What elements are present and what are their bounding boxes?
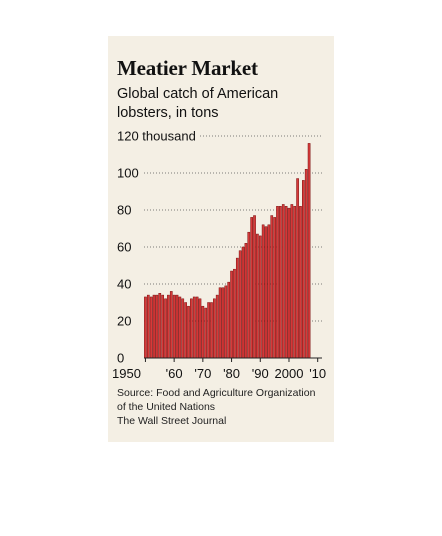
bar — [307, 143, 311, 359]
bar — [210, 302, 213, 359]
bar — [284, 206, 288, 359]
bar — [227, 281, 231, 359]
bar — [244, 243, 248, 359]
bar — [256, 233, 259, 359]
bar — [213, 298, 216, 359]
bar — [302, 180, 305, 359]
bar — [184, 302, 187, 359]
bar — [215, 294, 219, 359]
x-tick-label: '90 — [252, 366, 269, 381]
y-tick-label: 20 — [117, 314, 131, 329]
bar — [146, 294, 150, 359]
bar — [230, 270, 233, 359]
bar — [192, 296, 196, 359]
bar — [149, 296, 153, 359]
y-tick-label: 100 — [117, 166, 139, 181]
bar — [204, 307, 208, 359]
bar — [169, 291, 173, 359]
x-tick-label: '60 — [166, 366, 183, 381]
source-note: Source: Food and Agriculture Organizatio… — [117, 386, 332, 428]
bar — [250, 217, 254, 359]
y-axis-labels: 0 20 40 60 80 100 120 thousand — [117, 129, 196, 366]
source-line-3: The Wall Street Journal — [117, 415, 227, 427]
source-line-2: of the United Nations — [117, 401, 216, 413]
bar — [270, 215, 274, 359]
bar — [152, 294, 156, 359]
bar — [296, 178, 299, 359]
bar — [293, 206, 297, 359]
y-tick-label: 60 — [117, 240, 131, 255]
source-line-1: Source: Food and Agriculture Organizatio… — [117, 387, 316, 399]
bar — [201, 305, 205, 359]
bar — [247, 231, 251, 359]
bar — [161, 294, 165, 359]
bar — [279, 206, 282, 359]
bar — [178, 296, 182, 359]
bar — [224, 285, 228, 359]
bar — [258, 235, 262, 359]
chart-card: Meatier Market Global catch of American … — [108, 36, 334, 442]
bar — [299, 206, 302, 359]
bar — [267, 224, 271, 359]
y-tick-label: 40 — [117, 277, 131, 292]
x-tick-label: '80 — [223, 366, 240, 381]
bar — [207, 302, 210, 359]
x-axis-labels: 1950 '60 '70 '80 '90 2000 '10 — [112, 358, 326, 381]
bar — [235, 257, 239, 359]
bar — [281, 204, 285, 359]
bar — [241, 246, 245, 359]
bar — [164, 298, 167, 359]
bar — [287, 207, 291, 359]
chart-title: Meatier Market — [117, 56, 258, 80]
chart-subtitle: Global catch of American lobsters, in to… — [117, 86, 279, 121]
gridlines — [144, 135, 322, 322]
bar — [238, 250, 242, 359]
bar — [264, 226, 268, 359]
bar — [233, 268, 236, 359]
x-tick-label: 1950 — [112, 366, 141, 381]
bar — [253, 215, 256, 359]
bar — [155, 294, 159, 359]
y-tick-label: 0 — [117, 351, 124, 366]
bar — [221, 287, 225, 359]
bar — [198, 298, 202, 359]
y-tick-label: 80 — [117, 203, 131, 218]
bar — [181, 298, 185, 359]
bar — [304, 169, 308, 359]
bar — [261, 224, 265, 359]
bar — [290, 204, 294, 359]
bar — [218, 287, 222, 359]
bar — [195, 296, 199, 359]
bar — [167, 294, 170, 359]
bar — [158, 293, 162, 359]
bars — [144, 143, 311, 359]
bar — [144, 296, 147, 359]
x-tick-label: '70 — [194, 366, 211, 381]
bar — [187, 305, 190, 359]
bar — [190, 298, 193, 359]
x-tick-label: '10 — [309, 366, 326, 381]
y-tick-label: 120 thousand — [117, 129, 196, 144]
bar — [276, 206, 279, 359]
bar-chart: 0 20 40 60 80 100 120 thousand 1950 '60 '70 '80 '9… — [112, 129, 326, 382]
bar — [172, 294, 176, 359]
bar — [175, 294, 179, 359]
bar — [273, 217, 276, 359]
x-tick-label: 2000 — [275, 366, 304, 381]
